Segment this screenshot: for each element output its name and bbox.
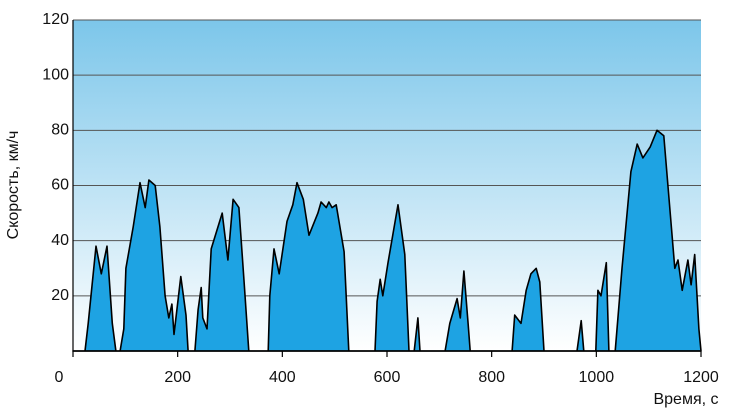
area (72, 129, 702, 352)
y-tick-label: 40 (51, 232, 69, 249)
y-tick-label: 80 (51, 122, 69, 139)
x-tick-label: 1200 (683, 369, 719, 386)
y-axis-label: Скорость, км/ч (5, 131, 22, 240)
x-tick-label: 200 (164, 369, 191, 386)
x-tick-label: 1000 (579, 369, 615, 386)
x-tick-label: 800 (478, 369, 505, 386)
y-tick-label: 100 (42, 66, 69, 83)
y-tick-label: 20 (51, 287, 69, 304)
y-tick-label: 60 (51, 177, 69, 194)
x-tick-label: 0 (55, 369, 64, 386)
x-tick-label: 600 (374, 369, 401, 386)
x-tick-label: 400 (269, 369, 296, 386)
x-axis-label: Время, с (653, 391, 718, 408)
y-tick-label: 120 (42, 11, 69, 28)
